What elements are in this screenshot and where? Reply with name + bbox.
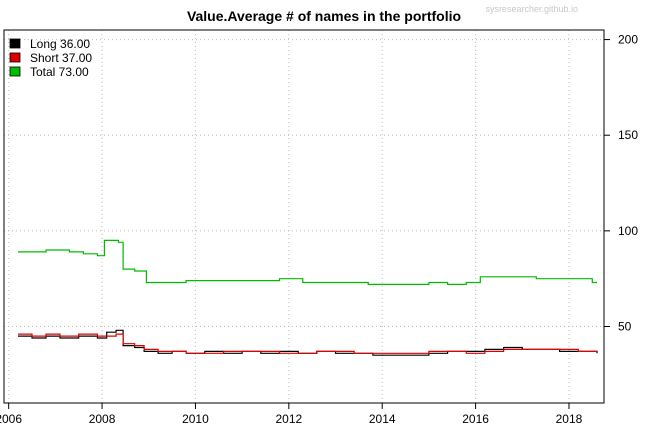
chart-title: Value.Average # of names in the portfoli…	[187, 8, 461, 24]
legend-swatch-short	[9, 52, 21, 63]
series-line-total	[18, 239, 597, 285]
legend-swatch-long	[9, 38, 21, 49]
y-tick-label: 100	[618, 224, 638, 238]
series-line-long	[18, 329, 598, 356]
x-tick-label: 2018	[556, 412, 583, 426]
y-tick-label: 50	[618, 319, 632, 333]
x-tick-label: 2014	[369, 412, 396, 426]
y-axis: 50 100 150 200	[603, 33, 638, 333]
x-tick-label: 2006	[0, 412, 22, 426]
legend-label-total: Total 73.00	[30, 65, 89, 79]
legend-label-short: Short 37.00	[30, 51, 92, 65]
grid-lines	[4, 30, 604, 403]
x-axis: 2006 2008 2010 2012 2014 2016 2018	[0, 402, 583, 426]
x-tick-label: 2010	[182, 412, 209, 426]
x-tick-label: 2016	[462, 412, 489, 426]
legend-swatch-total	[9, 66, 21, 77]
x-tick-label: 2008	[89, 412, 116, 426]
y-tick-label: 200	[618, 33, 638, 47]
series-lines	[18, 239, 598, 356]
legend-label-long: Long 36.00	[30, 37, 90, 51]
x-tick-label: 2012	[275, 412, 302, 426]
y-tick-label: 150	[618, 128, 638, 142]
series-line-short	[18, 333, 597, 354]
credit-text: sysresearcher.github.io	[485, 4, 578, 14]
